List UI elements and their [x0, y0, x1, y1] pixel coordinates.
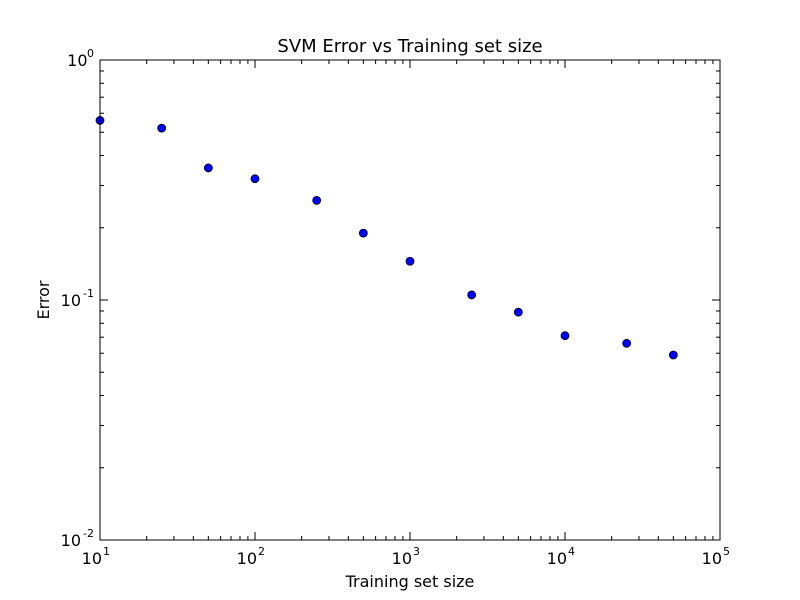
x-tick-label-exponent: 3: [413, 545, 420, 558]
x-tick-label: 10 4: [547, 545, 575, 568]
data-point: [157, 123, 167, 133]
data-point: [668, 350, 678, 360]
y-tick-label-exponent: -1: [83, 287, 94, 300]
data-point: [467, 290, 477, 300]
data-points: [95, 116, 678, 360]
y-tick-label-base: 10: [67, 51, 87, 70]
x-tick-label-exponent: 4: [568, 545, 575, 558]
y-tick-label-base: 10: [61, 531, 81, 550]
x-tick-label: 10 2: [237, 545, 265, 568]
data-point: [203, 163, 213, 173]
x-tick-label-base: 10: [82, 549, 102, 568]
x-tick-label: 10 3: [392, 545, 420, 568]
y-tick-label-exponent: 0: [87, 47, 94, 60]
x-tick-label-base: 10: [547, 549, 567, 568]
data-point: [560, 331, 570, 341]
data-point: [312, 196, 322, 205]
y-axis-label: Error: [34, 280, 53, 319]
y-tick-label: 010: [67, 47, 94, 70]
data-point: [513, 307, 523, 317]
x-tick-label-exponent: 5: [723, 545, 730, 558]
data-point: [405, 256, 415, 266]
y-tick-label: -210: [61, 527, 94, 550]
x-tick-label-exponent: 1: [103, 545, 110, 558]
data-point: [250, 174, 260, 184]
x-tick-label-base: 10: [237, 549, 257, 568]
x-tick-label: 10 5: [702, 545, 730, 568]
x-tick-label-exponent: 2: [258, 545, 265, 558]
x-tick-label: 10 1: [82, 545, 110, 568]
minor-ticks: [100, 60, 720, 540]
y-tick-label: -110: [61, 287, 94, 310]
y-tick-label-exponent: -2: [83, 527, 94, 540]
x-tick-labels: 10 1 10 2 10 3 10 4 10 5: [82, 545, 730, 568]
data-point: [358, 228, 368, 238]
x-axis-label: Training set size: [345, 572, 475, 591]
plot-frame: [99, 59, 721, 541]
x-tick-label-base: 10: [702, 549, 722, 568]
chart-title: SVM Error vs Training set size: [277, 36, 542, 57]
y-tick-label-base: 10: [61, 291, 81, 310]
data-point: [622, 338, 632, 348]
x-tick-label-base: 10: [392, 549, 412, 568]
